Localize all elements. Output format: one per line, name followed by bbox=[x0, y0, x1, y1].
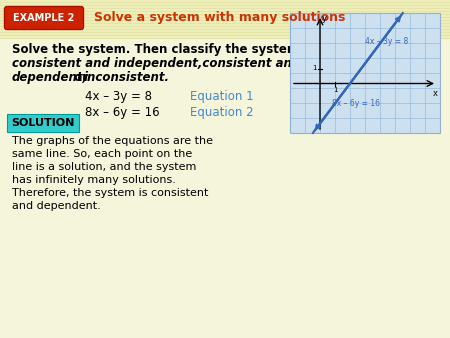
Text: Therefore, the system is consistent: Therefore, the system is consistent bbox=[12, 188, 208, 198]
Text: 4x – 3y = 8: 4x – 3y = 8 bbox=[85, 90, 152, 103]
Text: line is a solution, and the system: line is a solution, and the system bbox=[12, 162, 196, 172]
Text: SOLUTION: SOLUTION bbox=[11, 118, 75, 128]
Text: same line. So, each point on the: same line. So, each point on the bbox=[12, 149, 192, 159]
Text: 8x – 6y = 16: 8x – 6y = 16 bbox=[85, 106, 160, 119]
Text: Equation 1: Equation 1 bbox=[190, 90, 254, 103]
Text: Solve a system with many solutions: Solve a system with many solutions bbox=[94, 11, 346, 24]
Text: 1: 1 bbox=[333, 87, 337, 93]
Text: 4x – 3y = 8: 4x – 3y = 8 bbox=[365, 37, 408, 46]
Text: 1: 1 bbox=[312, 66, 317, 72]
Text: Solve the system. Then classify the system as: Solve the system. Then classify the syst… bbox=[12, 43, 318, 56]
Text: has infinitely many solutions.: has infinitely many solutions. bbox=[12, 175, 176, 185]
Bar bbox=[0, 0, 450, 38]
Text: y: y bbox=[322, 14, 327, 23]
FancyBboxPatch shape bbox=[7, 114, 79, 132]
Text: dependent,: dependent, bbox=[12, 71, 88, 84]
Text: The graphs of the equations are the: The graphs of the equations are the bbox=[12, 136, 213, 146]
Text: x: x bbox=[433, 89, 438, 97]
Text: EXAMPLE 2: EXAMPLE 2 bbox=[14, 13, 75, 23]
Bar bbox=[290, 13, 440, 133]
Text: and dependent.: and dependent. bbox=[12, 201, 101, 211]
Text: consistent and independent,consistent and: consistent and independent,consistent an… bbox=[12, 57, 300, 70]
Text: inconsistent.: inconsistent. bbox=[84, 71, 170, 84]
FancyBboxPatch shape bbox=[4, 6, 84, 29]
Text: Equation 2: Equation 2 bbox=[190, 106, 254, 119]
Text: or: or bbox=[70, 71, 92, 84]
Text: 8x – 6y = 16: 8x – 6y = 16 bbox=[332, 98, 380, 107]
